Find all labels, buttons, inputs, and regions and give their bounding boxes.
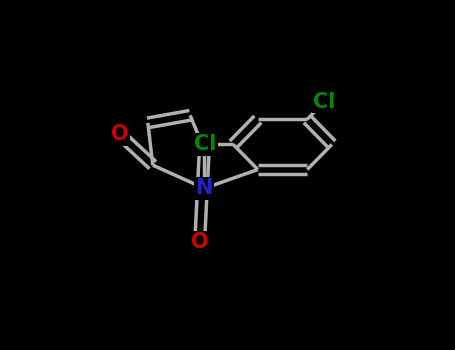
Text: N: N	[196, 178, 213, 198]
Text: Cl: Cl	[313, 92, 335, 112]
Text: O: O	[191, 232, 208, 252]
Text: O: O	[111, 125, 128, 145]
Text: Cl: Cl	[194, 134, 216, 154]
